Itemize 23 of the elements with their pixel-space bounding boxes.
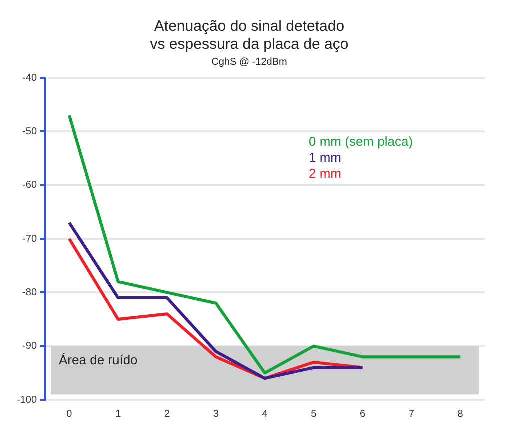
x-tick-label: 8 [458, 408, 464, 420]
y-tick-label: -60 [22, 180, 38, 192]
x-tick-label: 1 [116, 408, 122, 420]
x-tick-label: 7 [408, 408, 415, 420]
text: Atenuação do sinal detetado [154, 18, 345, 36]
y-tick-label: -90 [22, 341, 38, 352]
y-tick-label: -80 [22, 287, 38, 298]
text: vs espessura da placa de aço [150, 36, 349, 54]
y-tick-label: -70 [22, 234, 38, 245]
x-tick-label: 6 [360, 408, 366, 420]
y-tick-label: -100 [17, 394, 38, 406]
x-tick-label: 0 [66, 408, 73, 420]
x-tick-label: 5 [311, 408, 318, 420]
x-tick-label: 4 [262, 408, 268, 420]
text: 1 mm [309, 150, 342, 165]
text: 2 mm [309, 166, 342, 181]
annotation: Área de ruído [59, 352, 138, 368]
text: 0 mm (sem placa) [309, 134, 414, 149]
x-tick-label: 2 [164, 408, 170, 420]
x-tick-label: 3 [213, 408, 220, 420]
chart-subtitle: CghS @ -12dBm [212, 56, 288, 68]
y-tick-label: -40 [22, 72, 38, 84]
y-tick-label: -50 [22, 126, 38, 138]
